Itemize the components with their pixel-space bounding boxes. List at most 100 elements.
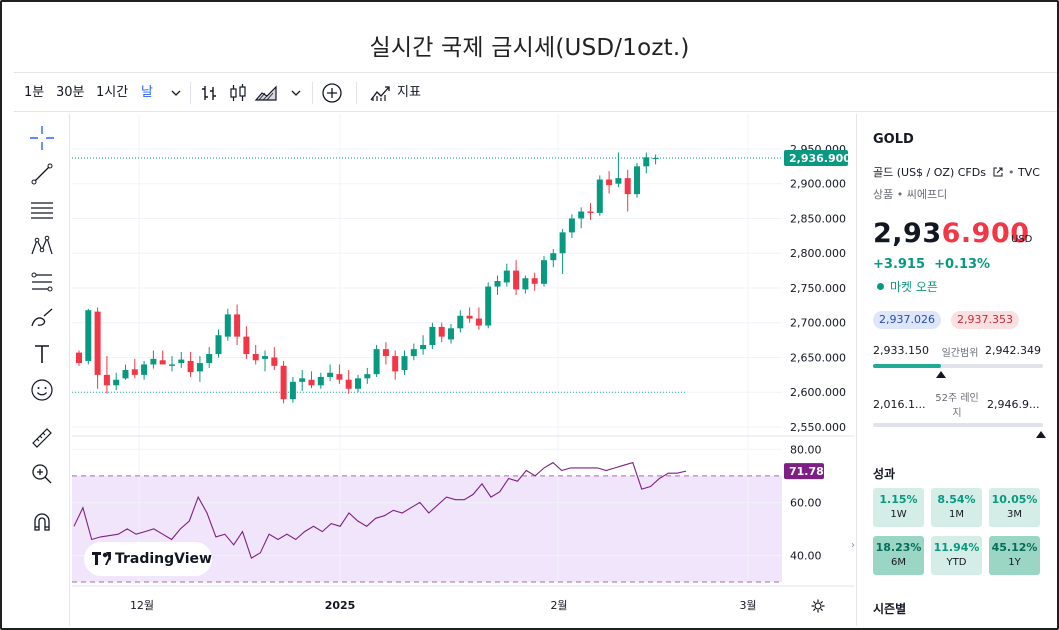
- perf-period: 6M: [891, 557, 906, 568]
- interval-day[interactable]: 날: [141, 85, 153, 100]
- market-status-text: 마켓 오픈: [890, 280, 938, 294]
- perf-1w[interactable]: 1.15% 1W: [873, 488, 924, 527]
- candle-body: [466, 315, 473, 319]
- candles: [76, 152, 659, 404]
- toolbar-divider: [356, 82, 357, 104]
- price-chart[interactable]: 2,950.0002,900.0002,850.0002,800.0002,75…: [72, 114, 854, 626]
- emoji-icon[interactable]: [26, 374, 58, 406]
- rsi-tick-label: 60.00: [790, 496, 822, 509]
- candle-body: [541, 260, 547, 284]
- w52-low: 2,016.1...: [873, 398, 926, 411]
- candle-body: [159, 360, 166, 365]
- candle-body: [420, 344, 427, 350]
- candle-body: [131, 369, 138, 375]
- candle-body: [196, 363, 203, 372]
- perf-period: 1Y: [1008, 557, 1021, 568]
- candle-body: [596, 179, 603, 213]
- zoom-in-icon[interactable]: [26, 458, 58, 490]
- candle-body: [187, 360, 194, 373]
- rsi-tick-label: 40.00: [790, 549, 822, 562]
- quote-exchange: TVC: [1017, 166, 1040, 179]
- chart-grid: [72, 114, 854, 584]
- day-range-label: 일간범위: [941, 348, 979, 359]
- indicators-icon[interactable]: [368, 81, 392, 105]
- candle-body: [634, 166, 640, 195]
- day-high: 2,942.349: [985, 344, 1041, 357]
- y-tick-label: 2,600.000: [790, 386, 846, 399]
- day-range-marker-icon: [936, 371, 946, 378]
- chevron-down-icon[interactable]: [284, 81, 308, 105]
- interval-1m[interactable]: 1분: [24, 85, 45, 100]
- chart-toolbar: 1분 30분 1시간 날 지표: [14, 72, 1057, 112]
- external-link-icon[interactable]: [992, 166, 1004, 181]
- page-title: 실시간 국제 금시세(USD/1ozt.): [369, 35, 690, 61]
- candle-body: [652, 157, 659, 159]
- candle-body: [76, 352, 82, 364]
- area-chart-icon[interactable]: [254, 81, 278, 105]
- trend-line-icon[interactable]: [26, 158, 58, 190]
- candle-body: [169, 364, 175, 366]
- quote-change: +3.915 +0.13%: [873, 257, 990, 272]
- perf-3m[interactable]: 10.05% 3M: [989, 488, 1040, 527]
- perf-1y[interactable]: 45.12% 1Y: [989, 536, 1040, 575]
- candle-body: [624, 178, 631, 195]
- candle-body: [429, 326, 436, 345]
- perf-period: 1M: [949, 509, 964, 520]
- candle-body: [364, 374, 371, 379]
- day-low: 2,933.150: [873, 344, 929, 357]
- quote-panel: GOLD 골드 (US$ / OZ) CFDs • TVC 상품 • 씨에프디 …: [856, 114, 1057, 626]
- indicators-button[interactable]: 지표: [397, 85, 421, 100]
- chart-area[interactable]: 2,950.000 2,900.000 2,850.000 2,800.000 2,75…: [72, 114, 854, 626]
- candle-body: [448, 328, 454, 340]
- performance-title: 성과: [873, 467, 896, 481]
- y-tick-label: 2,550.000: [790, 421, 846, 434]
- add-compare-icon[interactable]: [320, 81, 344, 105]
- perf-1m[interactable]: 8.54% 1M: [931, 488, 982, 527]
- day-range-fill: [873, 364, 941, 368]
- quote-symbol[interactable]: GOLD: [873, 132, 914, 147]
- ruler-icon[interactable]: [26, 422, 58, 454]
- interval-1h[interactable]: 1시간: [96, 85, 129, 100]
- horizontal-lines-icon[interactable]: [26, 194, 58, 226]
- brush-icon[interactable]: [26, 302, 58, 334]
- candle-body: [457, 315, 464, 329]
- perf-period: 3M: [1007, 509, 1022, 520]
- interval-30m[interactable]: 30분: [56, 85, 85, 100]
- settings-gear-icon[interactable]: [810, 598, 826, 614]
- candle-body: [568, 218, 575, 233]
- candle-body: [438, 326, 445, 337]
- perf-value: 18.23%: [875, 541, 922, 554]
- rsi-tick-label: 80.00: [790, 443, 822, 456]
- candle-body: [485, 286, 492, 326]
- perf-value: 10.05%: [991, 493, 1038, 506]
- bar-style-icon[interactable]: [198, 81, 222, 105]
- pattern-icon[interactable]: [26, 230, 58, 262]
- drawing-toolbar: [14, 114, 70, 626]
- w52-range-marker-icon: [1036, 431, 1047, 438]
- candle-body: [215, 335, 222, 355]
- last-price-label: 2,936.900: [789, 152, 851, 165]
- perf-ytd[interactable]: 11.94% YTD: [931, 536, 982, 575]
- crosshair-icon[interactable]: [26, 122, 58, 154]
- ask-price: 2,937.353: [951, 311, 1019, 329]
- panel-collapse-icon[interactable]: ›: [851, 540, 855, 551]
- axes: 2,950.0002,900.0002,850.0002,800.0002,75…: [72, 143, 854, 612]
- perf-6m[interactable]: 18.23% 6M: [873, 536, 924, 575]
- candle-body: [234, 314, 241, 337]
- candle-body: [513, 270, 520, 290]
- candle-body: [392, 356, 399, 372]
- perf-period: YTD: [946, 557, 967, 568]
- magnet-icon[interactable]: [26, 506, 58, 538]
- candle-body: [206, 354, 213, 364]
- candles-icon[interactable]: [226, 81, 250, 105]
- y-tick-label: 2,700.000: [790, 317, 846, 330]
- status-dot-icon: [877, 283, 884, 290]
- candle-body: [262, 356, 268, 359]
- chevron-down-icon[interactable]: [164, 81, 188, 105]
- text-tool-icon[interactable]: [26, 338, 58, 370]
- fib-retracement-icon[interactable]: [26, 266, 58, 298]
- x-tick-label: 12월: [130, 599, 154, 612]
- tradingview-text: TradingView: [115, 551, 212, 567]
- candle-body: [178, 359, 185, 364]
- x-tick-label: 2025: [325, 599, 356, 612]
